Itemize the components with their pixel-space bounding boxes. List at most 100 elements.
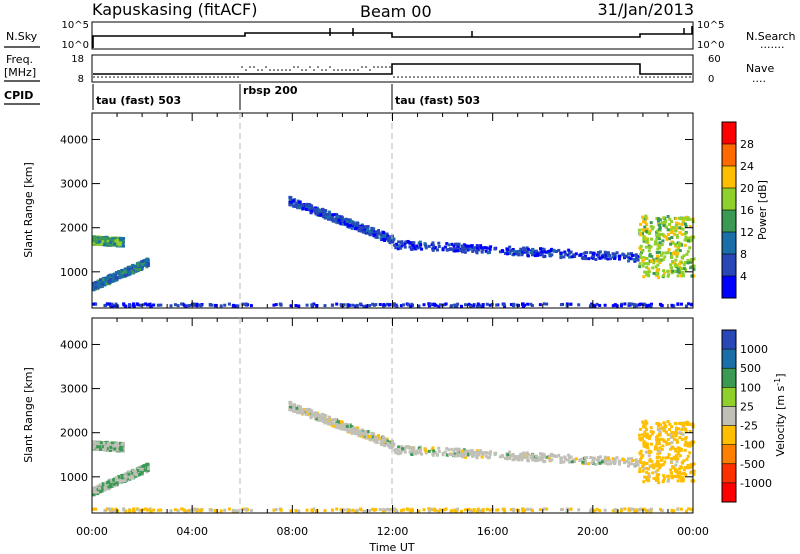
velocity-point	[453, 452, 457, 456]
velocity-point	[310, 411, 314, 415]
power-point	[645, 237, 649, 241]
power-point	[431, 248, 435, 252]
velocity-point	[294, 410, 298, 414]
velocity-point	[427, 449, 431, 453]
power-point	[511, 253, 515, 257]
station-title: Kapuskasing (fitACF)	[92, 0, 257, 19]
velocity-point	[645, 445, 649, 449]
velocity-point	[326, 421, 330, 425]
velocity-point	[96, 488, 100, 492]
velocity-point	[123, 474, 127, 478]
power-point	[672, 232, 676, 236]
velocity-point	[627, 507, 631, 511]
velocity-point	[362, 509, 366, 513]
velocity-point	[604, 458, 608, 462]
velocity-point	[649, 507, 653, 511]
velocity-point	[559, 459, 563, 463]
velocity-point	[479, 509, 483, 513]
power-point	[594, 257, 598, 261]
power-point	[522, 246, 526, 250]
velocity-point	[379, 441, 383, 445]
power-point	[641, 264, 645, 268]
velocity-point	[353, 430, 357, 434]
velocity-point	[547, 456, 551, 460]
velocity-point	[577, 508, 581, 512]
power-point	[344, 217, 348, 221]
power-point	[147, 303, 151, 307]
velocity-point	[678, 446, 682, 450]
power-point	[427, 304, 431, 308]
velocity-point	[645, 428, 649, 432]
velocity-point	[631, 458, 635, 462]
power-point	[109, 240, 113, 244]
velocity-point	[644, 466, 648, 470]
velocity-point	[642, 463, 646, 467]
power-point	[686, 249, 690, 253]
power-point	[639, 256, 643, 260]
colorbar-tick-label: 25	[740, 400, 754, 413]
power-point	[664, 251, 668, 255]
velocity-point	[92, 440, 96, 444]
power-point	[438, 303, 442, 307]
velocity-point	[655, 461, 659, 465]
power-point	[122, 302, 126, 306]
velocity-point	[662, 476, 666, 480]
velocity-point	[394, 447, 398, 451]
power-point	[101, 278, 105, 282]
velocity-point	[574, 457, 578, 461]
power-point	[416, 246, 420, 250]
power-point	[645, 216, 649, 220]
power-point	[569, 302, 573, 306]
velocity-point	[103, 445, 107, 449]
power-point	[678, 216, 682, 220]
velocity-point	[366, 430, 370, 434]
velocity-point	[636, 463, 640, 467]
power-point	[141, 303, 145, 307]
velocity-point	[591, 457, 595, 461]
colorbar-tick-label: 100	[740, 381, 761, 394]
velocity-point	[447, 448, 451, 452]
power-point	[669, 252, 673, 256]
velocity-point	[545, 507, 549, 511]
power-point	[377, 229, 381, 233]
y-tick-label: 4000	[60, 338, 88, 351]
velocity-point	[684, 429, 688, 433]
power-point	[648, 229, 652, 233]
power-point	[132, 302, 136, 306]
power-point	[659, 253, 663, 257]
power-point	[647, 303, 651, 307]
velocity-point	[383, 439, 387, 443]
power-point	[123, 269, 127, 273]
velocity-point	[337, 423, 341, 427]
power-point	[432, 303, 436, 307]
velocity-point	[641, 433, 645, 437]
power-point	[647, 270, 651, 274]
velocity-point	[394, 451, 398, 455]
velocity-point	[584, 456, 588, 460]
velocity-point	[365, 509, 369, 513]
power-point	[459, 304, 463, 308]
power-point	[680, 256, 684, 260]
power-point	[604, 253, 608, 257]
power-point	[660, 258, 664, 262]
power-point	[643, 220, 647, 224]
velocity-point	[664, 424, 668, 428]
power-point	[340, 215, 344, 219]
velocity-point	[99, 490, 103, 494]
velocity-point	[176, 509, 180, 513]
power-point	[638, 253, 642, 257]
velocity-point	[557, 453, 561, 457]
power-point	[638, 262, 642, 266]
power-point	[360, 229, 364, 233]
velocity-point	[111, 447, 115, 451]
velocity-point	[417, 446, 421, 450]
colorbar-tick-label: 8	[740, 248, 747, 261]
velocity-point	[674, 434, 678, 438]
power-point	[631, 302, 635, 306]
velocity-point	[389, 443, 393, 447]
velocity-point	[378, 507, 382, 511]
power-point	[666, 274, 670, 278]
velocity-point	[629, 507, 633, 511]
velocity-point	[410, 507, 414, 511]
power-point	[138, 267, 142, 271]
